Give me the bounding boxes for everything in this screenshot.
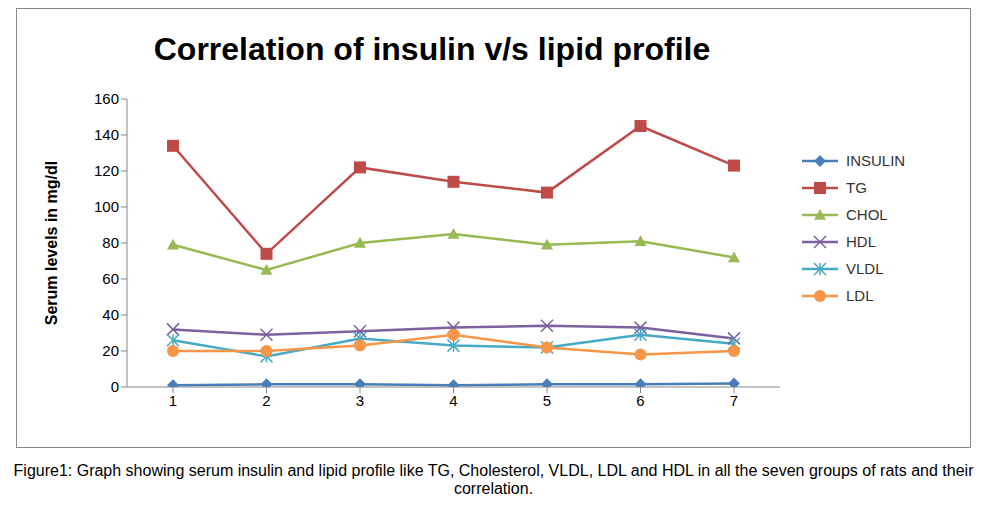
svg-text:0: 0 (111, 378, 119, 395)
svg-text:5: 5 (543, 392, 551, 409)
svg-text:4: 4 (449, 392, 457, 409)
html-text:LDL: LDL (846, 287, 874, 304)
svg-text:6: 6 (636, 392, 644, 409)
svg-text:120: 120 (94, 162, 119, 179)
svg-text:160: 160 (94, 90, 119, 107)
svg-text:60: 60 (102, 270, 119, 287)
svg-text:80: 80 (102, 234, 119, 251)
svg-text:7: 7 (730, 392, 738, 409)
svg-text:20: 20 (102, 342, 119, 359)
html-text:Correlation of insulin v/s lip: Correlation of insulin v/s lipid profile (153, 31, 711, 67)
html-text:VLDL: VLDL (846, 260, 884, 277)
svg-text:140: 140 (94, 126, 119, 143)
html-text:Figure1: Graph showing serum i: Figure1: Graph showing serum insulin and… (13, 462, 974, 497)
svg-text:Serum levels in mg/dl: Serum levels in mg/dl (43, 161, 60, 326)
svg-text:100: 100 (94, 198, 119, 215)
html-text:HDL: HDL (846, 233, 876, 250)
svg-text:40: 40 (102, 306, 119, 323)
html-text:CHOL: CHOL (846, 206, 888, 223)
html-text:INSULIN: INSULIN (846, 152, 906, 169)
html-text:TG: TG (846, 179, 867, 196)
svg-text:2: 2 (262, 392, 270, 409)
svg-text:3: 3 (356, 392, 364, 409)
svg-text:1: 1 (169, 392, 177, 409)
